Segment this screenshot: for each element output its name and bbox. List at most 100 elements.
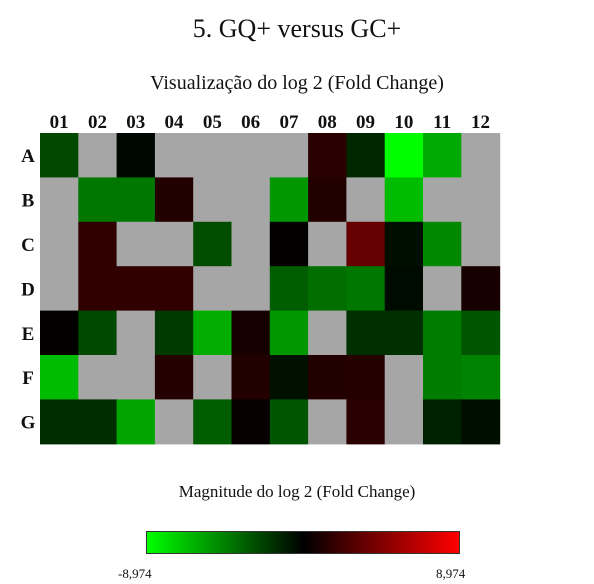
heatmap-cell-F12 bbox=[461, 355, 501, 400]
heatmap-cell-C06 bbox=[231, 221, 271, 267]
column-label-07: 07 bbox=[279, 112, 299, 133]
heatmap-cell-F02 bbox=[78, 355, 118, 400]
legend-max-label: 8,974 bbox=[436, 566, 466, 581]
heatmap-cell-C12 bbox=[461, 221, 501, 267]
heatmap-cell-B06 bbox=[231, 177, 271, 223]
heatmap-cell-G05 bbox=[193, 399, 233, 445]
heatmap-cell-G08 bbox=[308, 399, 347, 445]
heatmap-cell-G02 bbox=[78, 399, 118, 445]
heatmap-cell-F10 bbox=[384, 355, 424, 400]
heatmap-cell-C10 bbox=[384, 221, 424, 267]
heatmap-cell-B10 bbox=[384, 177, 424, 223]
heatmap-cell-D09 bbox=[346, 266, 386, 312]
column-label-01: 01 bbox=[50, 112, 69, 133]
heatmap-cell-C08 bbox=[308, 221, 347, 267]
heatmap-cell-F03 bbox=[116, 355, 156, 400]
heatmap-cell-E01 bbox=[40, 310, 79, 356]
heatmap-cell-B05 bbox=[193, 177, 233, 223]
heatmap-cell-E12 bbox=[461, 310, 501, 356]
heatmap-cell-F06 bbox=[231, 355, 271, 400]
column-label-03: 03 bbox=[126, 112, 145, 133]
heatmap-cell-E10 bbox=[384, 310, 424, 356]
column-label-06: 06 bbox=[241, 112, 260, 133]
heatmap-cell-A03 bbox=[116, 133, 156, 178]
heatmap-cell-A04 bbox=[154, 133, 194, 178]
color-scale-bar bbox=[146, 531, 460, 554]
heatmap-cell-E06 bbox=[231, 310, 271, 356]
heatmap-cell-G01 bbox=[40, 399, 79, 445]
heatmap-cell-A09 bbox=[346, 133, 386, 178]
heatmap-cell-G09 bbox=[346, 399, 386, 445]
heatmap-cell-E11 bbox=[423, 310, 462, 356]
heatmap-cell-A05 bbox=[193, 133, 233, 178]
column-label-08: 08 bbox=[318, 112, 337, 133]
heatmap-cell-E02 bbox=[78, 310, 118, 356]
row-label-D: D bbox=[21, 279, 35, 300]
heatmap-cell-D10 bbox=[384, 266, 424, 312]
heatmap-cell-C02 bbox=[78, 221, 118, 267]
heatmap-cell-F04 bbox=[154, 355, 194, 400]
heatmap-cell-C05 bbox=[193, 221, 233, 267]
heatmap-cell-D01 bbox=[40, 266, 79, 312]
heatmap-cell-C11 bbox=[423, 221, 462, 267]
heatmap-cell-A11 bbox=[423, 133, 462, 178]
heatmap-cell-B07 bbox=[269, 177, 309, 223]
heatmap-cell-G12 bbox=[461, 399, 501, 445]
heatmap-cell-C01 bbox=[40, 221, 79, 267]
heatmap-cell-D02 bbox=[78, 266, 118, 312]
row-label-F: F bbox=[22, 368, 34, 389]
heatmap-cell-B11 bbox=[423, 177, 462, 223]
heatmap-cells bbox=[40, 133, 501, 445]
column-label-12: 12 bbox=[471, 112, 490, 133]
row-label-E: E bbox=[22, 324, 35, 345]
column-label-10: 10 bbox=[394, 112, 413, 133]
heatmap-cell-A06 bbox=[231, 133, 271, 178]
heatmap-cell-F01 bbox=[40, 355, 79, 400]
chart-subtitle: Visualização do log 2 (Fold Change) bbox=[150, 72, 444, 94]
heatmap-cell-D05 bbox=[193, 266, 233, 312]
heatmap-cell-C09 bbox=[346, 221, 386, 267]
column-labels: 01 02 03 04 05 06 07 08 09 10 11 12 bbox=[50, 112, 490, 133]
heatmap-cell-B01 bbox=[40, 177, 79, 223]
heatmap-cell-A10 bbox=[384, 133, 424, 178]
heatmap-cell-D07 bbox=[269, 266, 309, 312]
heatmap-cell-G06 bbox=[231, 399, 271, 445]
heatmap-cell-A12 bbox=[461, 133, 501, 178]
heatmap-cell-B04 bbox=[154, 177, 194, 223]
heatmap-cell-B09 bbox=[346, 177, 386, 223]
row-label-A: A bbox=[21, 146, 35, 167]
heatmap-cell-F05 bbox=[193, 355, 233, 400]
heatmap-cell-B12 bbox=[461, 177, 501, 223]
heatmap-cell-A07 bbox=[269, 133, 309, 178]
column-label-02: 02 bbox=[88, 112, 107, 133]
heatmap-cell-B08 bbox=[308, 177, 347, 223]
heatmap-chart: 01 02 03 04 05 06 07 08 09 10 11 12 A B C D E F G bbox=[21, 112, 501, 445]
heatmap-cell-E03 bbox=[116, 310, 156, 356]
heatmap-cell-F08 bbox=[308, 355, 347, 400]
heatmap-cell-D06 bbox=[231, 266, 271, 312]
row-label-B: B bbox=[22, 191, 35, 212]
heatmap-cell-G11 bbox=[423, 399, 462, 445]
heatmap-cell-E07 bbox=[269, 310, 309, 356]
heatmap-cell-D12 bbox=[461, 266, 501, 312]
column-label-11: 11 bbox=[433, 112, 451, 133]
heatmap-cell-F11 bbox=[423, 355, 462, 400]
heatmap-cell-D04 bbox=[154, 266, 194, 312]
heatmap-cell-G10 bbox=[384, 399, 424, 445]
heatmap-cell-D11 bbox=[423, 266, 462, 312]
heatmap-cell-E09 bbox=[346, 310, 386, 356]
heatmap-cell-A08 bbox=[308, 133, 347, 178]
heatmap-cell-G03 bbox=[116, 399, 156, 445]
heatmap-cell-E04 bbox=[154, 310, 194, 356]
heatmap-cell-D03 bbox=[116, 266, 156, 312]
heatmap-cell-D08 bbox=[308, 266, 347, 312]
legend-title: Magnitude do log 2 (Fold Change) bbox=[178, 482, 416, 501]
row-labels: A B C D E F G bbox=[21, 146, 36, 433]
heatmap-cell-A02 bbox=[78, 133, 118, 178]
heatmap-cell-G07 bbox=[269, 399, 309, 445]
column-label-04: 04 bbox=[165, 112, 185, 133]
heatmap-cell-G04 bbox=[154, 399, 194, 445]
heatmap-cell-B03 bbox=[116, 177, 156, 223]
column-label-05: 05 bbox=[203, 112, 222, 133]
heatmap-cell-F09 bbox=[346, 355, 386, 400]
